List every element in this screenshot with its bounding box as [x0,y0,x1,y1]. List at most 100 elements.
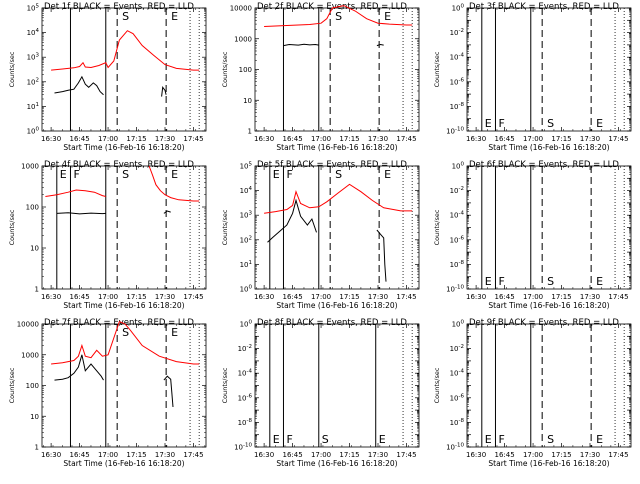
y-tick-label: 10-2 [450,344,464,353]
event-marker-label: F [286,433,292,446]
x-tick-label: 17:30 [580,135,600,143]
y-tick-label: 100 [240,320,253,329]
x-tick-label: 17:30 [155,135,175,143]
event-marker-label: S [122,10,129,23]
x-tick-label: 17:30 [580,293,600,301]
y-tick-label: 100 [26,382,39,390]
y-tick-label: 100 [240,285,253,294]
y-tick-label: 10 [30,245,39,253]
x-tick-label: 17:30 [155,293,175,301]
x-axis-title: Start Time (16-Feb-16 16:18:20) [63,143,184,152]
x-tick-label: 17:00 [523,451,543,459]
events-series-line [161,86,167,97]
y-tick-label: 10-4 [450,211,465,220]
plot-frame [41,165,207,290]
event-marker-label: F [286,168,292,181]
y-tick-label: 100 [452,320,465,329]
y-axis-title: Counts/sec [8,367,16,403]
y-tick-label: 10-4 [450,53,465,62]
events-series-line [54,75,104,96]
y-tick-label: 102 [240,235,252,244]
x-tick-label: 16:45 [282,135,302,143]
y-tick-label: 100 [27,127,40,136]
y-tick-label: 1 [35,286,39,294]
x-tick-label: 17:00 [98,451,118,459]
y-tick-label: 10-10 [446,443,464,452]
y-axis-title: Counts/sec [8,51,16,87]
x-tick-label: 16:30 [41,451,61,459]
x-tick-label: 17:00 [98,135,118,143]
y-tick-label: 10-10 [234,443,252,452]
plot-title: Det 2f BLACK = Events, RED = LLD [257,2,407,12]
y-tick-label: 10-4 [450,369,465,378]
event-marker-label: E [384,10,391,23]
event-marker-label: E [596,275,603,288]
event-marker-label: F [498,117,504,130]
x-axis-title: Start Time (16-Feb-16 16:18:20) [276,301,397,310]
y-tick-label: 10-10 [446,127,464,136]
y-tick-label: 104 [27,28,40,37]
plot-det-3: Det 3f BLACK = Events, RED = LLD 10-10 10-… [433,2,632,152]
plot-title: Det 9f BLACK = Events, RED = LLD [469,318,619,328]
x-tick-label: 16:30 [466,451,486,459]
event-marker-label: E [485,275,492,288]
lld-series-line [51,30,200,71]
y-tick-label: 1 [248,128,252,136]
event-marker-label: E [273,168,280,181]
x-tick-label: 17:00 [523,135,543,143]
events-series-line [267,198,317,243]
x-tick-label: 17:30 [368,135,388,143]
y-tick-label: 103 [240,211,253,220]
event-marker-label: E [60,168,67,181]
x-tick-label: 17:15 [126,135,146,143]
event-marker-label: S [547,433,554,446]
x-tick-label: 17:00 [98,293,118,301]
y-axis-title: Counts/sec [433,367,441,403]
event-marker-label: S [122,326,129,339]
x-tick-label: 17:30 [580,451,600,459]
plot-frame [254,7,420,132]
y-tick-label: 10-4 [238,369,253,378]
y-axis-title: Counts/sec [433,209,441,245]
y-tick-label: 10-2 [238,344,252,353]
x-tick-label: 16:30 [254,135,274,143]
y-tick-label: 10-2 [450,28,464,37]
y-tick-label: 10000 [230,5,252,13]
y-tick-label: 10-6 [450,393,465,402]
event-marker-label: S [122,168,129,181]
y-axis-title: Counts/sec [221,367,229,403]
plot-det-2: Det 2f BLACK = Events, RED = LLD 1 10 100 10… [221,2,420,152]
plot-frame [41,7,207,132]
plot-frame [466,165,632,290]
y-tick-label: 100 [239,66,252,74]
y-tick-label: 10-6 [238,393,253,402]
x-tick-label: 17:00 [523,293,543,301]
events-series-line [54,354,104,381]
events-series-line [56,212,106,215]
plot-frame [41,323,207,448]
x-tick-label: 16:30 [41,135,61,143]
plot-title: Det 4f BLACK = Events, RED = LLD [44,160,194,170]
x-tick-label: 17:45 [183,451,203,459]
x-tick-label: 17:45 [608,451,628,459]
plot-det-1: Det 1f BLACK = Events, RED = LLD 100 101 10… [8,2,207,152]
y-tick-label: 104 [240,186,253,195]
y-tick-label: 1 [35,444,39,452]
x-tick-label: 17:45 [608,135,628,143]
x-tick-label: 16:30 [466,293,486,301]
plot-frame [466,323,632,448]
x-axis-title: Start Time (16-Feb-16 16:18:20) [276,143,397,152]
x-tick-label: 16:45 [494,135,514,143]
x-tick-label: 16:45 [69,293,89,301]
event-marker-label: E [273,433,280,446]
x-tick-label: 17:15 [551,451,571,459]
event-marker-label: E [171,168,178,181]
event-marker-label: E [596,117,603,130]
event-marker-label: F [498,433,504,446]
lld-series-line [148,165,200,202]
x-tick-label: 17:00 [311,451,331,459]
y-tick-label: 10-2 [450,186,464,195]
plot-det-4: Det 4f BLACK = Events, RED = LLD 1 10 100 10… [8,160,207,310]
plot-frame [466,7,632,132]
